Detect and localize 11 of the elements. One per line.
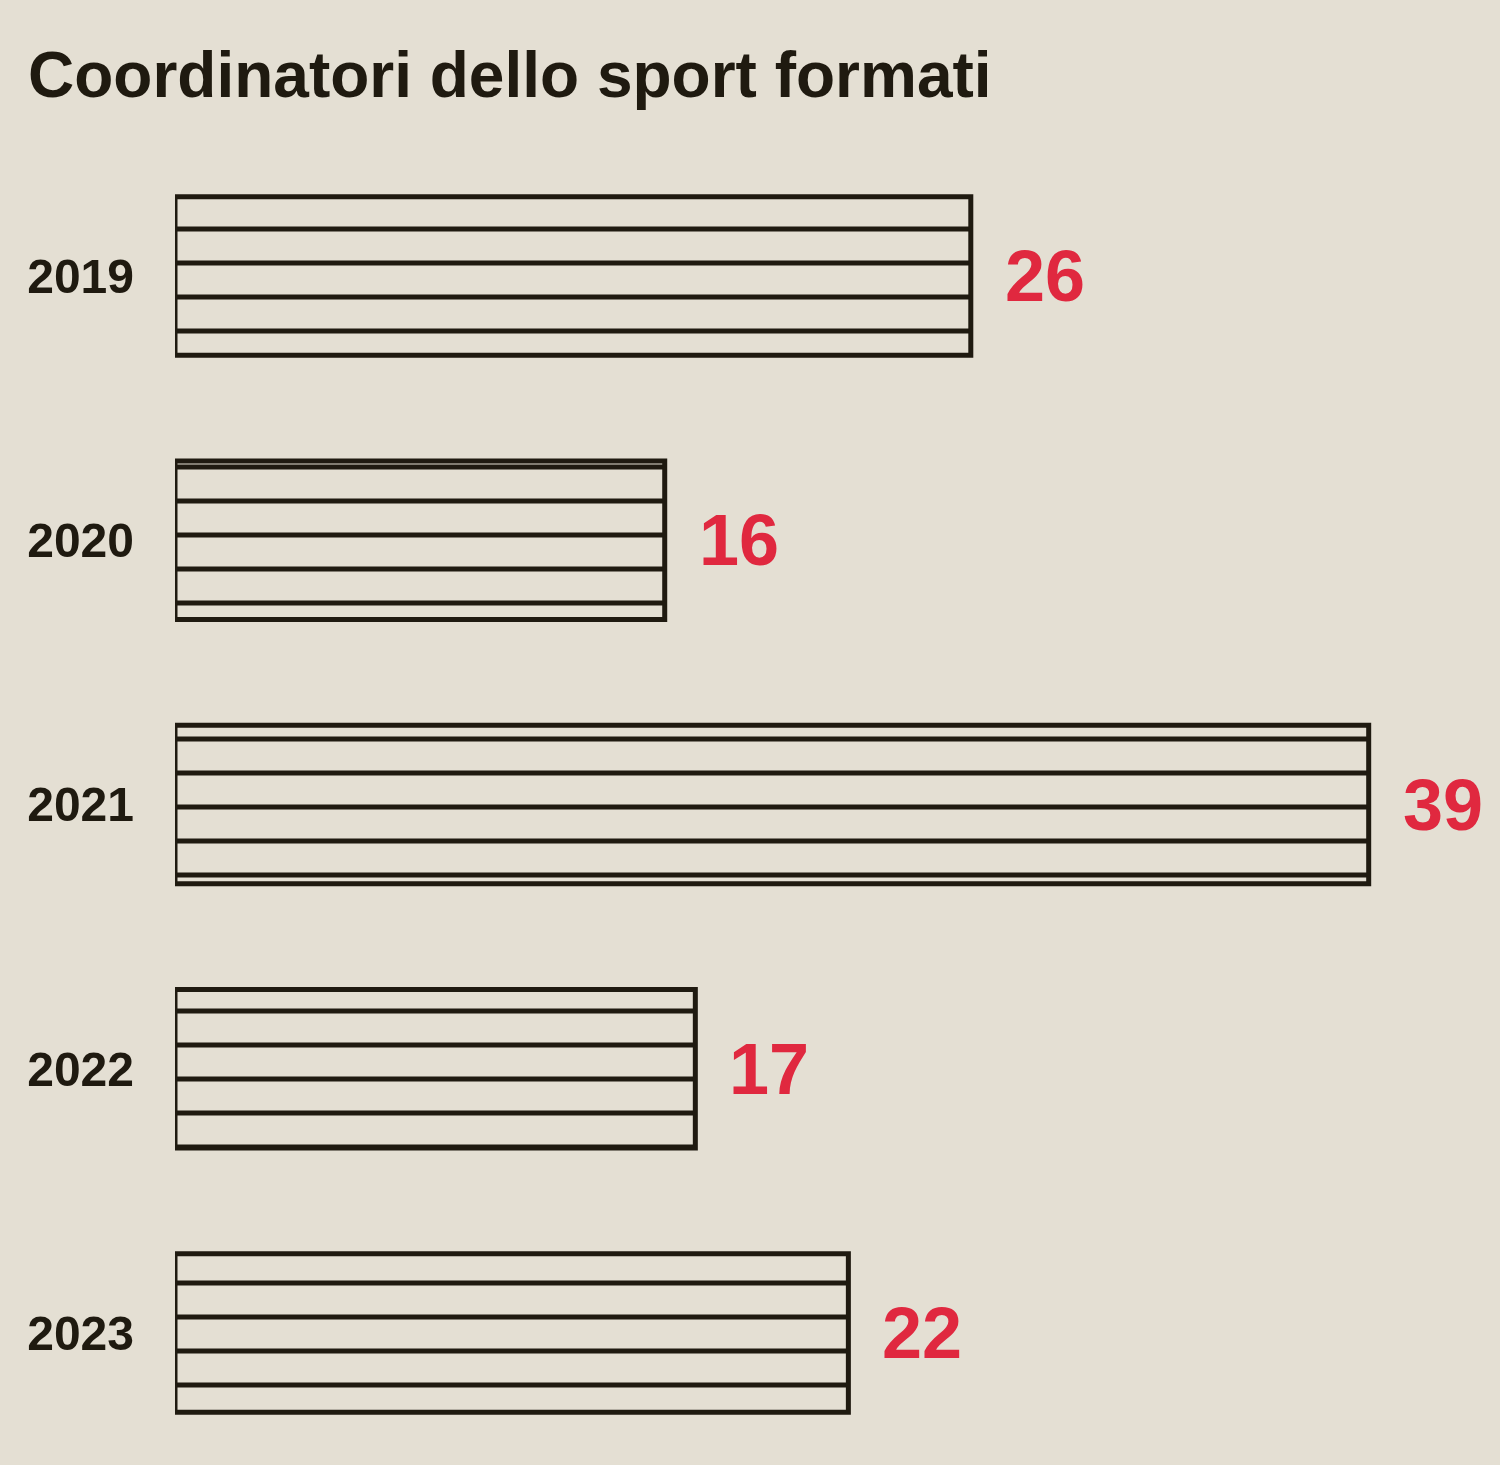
y-tick-label: 2021: [27, 778, 134, 832]
data-label: 26: [1005, 236, 1086, 316]
data-label: 16: [699, 500, 780, 580]
data-label: 17: [729, 1029, 810, 1109]
y-tick-label: 2020: [27, 514, 134, 568]
chart-title: Coordinatori dello sport formati: [28, 39, 992, 112]
y-tick-label: 2019: [27, 249, 134, 303]
data-label: 22: [882, 1293, 963, 1373]
data-label: 39: [1403, 765, 1484, 845]
y-tick-label: 2022: [27, 1042, 134, 1096]
y-tick-label: 2023: [27, 1306, 134, 1360]
